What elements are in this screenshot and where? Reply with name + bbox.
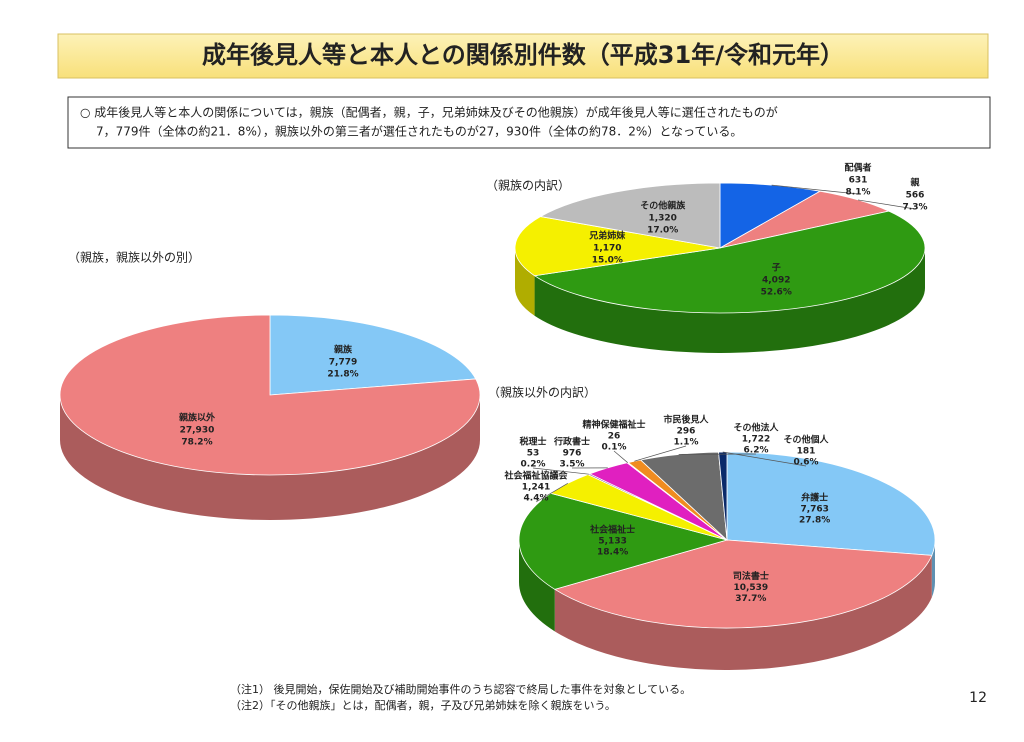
slice-label: その他法人 (733, 422, 779, 434)
slice-side (554, 555, 932, 670)
slice-label: 司法書士 (733, 570, 769, 582)
slice-value: 10,539 (733, 583, 768, 593)
note: （注1） 後見開始，保佐開始及び補助開始事件のうち認容で終局した事件を対象として… (230, 682, 691, 696)
slice-value: 1,241 (522, 483, 550, 493)
slice-percent: 0.6% (794, 458, 819, 468)
chart-title: （親族，親族以外の別） (68, 251, 200, 265)
slice-label: 市民後見人 (663, 414, 709, 426)
slice-label: 配偶者 (844, 162, 871, 174)
slice-side (534, 248, 925, 353)
slice-percent: 4.4% (524, 494, 549, 504)
slice-value: 1,170 (593, 243, 621, 253)
slice-percent: 18.4% (597, 547, 628, 557)
chart-title: （親族以外の内訳） (488, 385, 596, 400)
slice-percent: 8.1% (846, 188, 871, 198)
slice-percent: 52.6% (761, 287, 792, 297)
slice-label: 親族 (334, 343, 353, 355)
slice-label: その他個人 (783, 434, 829, 446)
slide-title: 成年後見人等と本人との関係別件数（平成31年/令和元年） (202, 41, 844, 69)
slice-label: 親 (910, 177, 919, 189)
slice (518, 492, 729, 590)
slice-value: 4,092 (762, 275, 790, 285)
leader-line (535, 483, 568, 503)
slice (726, 451, 936, 556)
slice-percent: 17.0% (647, 226, 678, 236)
note: （注2）「その他親族」とは，配偶者，親，子及び兄弟姉妹を除く親族をいう。 (230, 698, 616, 712)
summary-line: ○ 成年後見人等と本人の関係については，親族（配偶者，親，子，兄弟姉妹及びその他… (80, 105, 778, 120)
slice-label: その他親族 (640, 200, 686, 212)
slice-value: 181 (797, 447, 816, 457)
slice-side (519, 540, 555, 632)
slice-value: 296 (677, 427, 696, 437)
leader-line (771, 184, 859, 195)
slice-value: 27,930 (180, 426, 215, 436)
slice-label: 精神保健福祉士 (582, 419, 645, 431)
leader-line (634, 445, 687, 462)
slice-label: 行政書士 (553, 436, 590, 448)
page-number: 12 (969, 690, 987, 706)
slice-label: 社会福祉士 (589, 523, 635, 535)
slice (553, 539, 933, 629)
slice (514, 216, 721, 277)
slice-label: 親族以外 (179, 412, 215, 424)
slice-value: 1,320 (648, 214, 676, 224)
slice-percent: 78.2% (181, 438, 212, 448)
slice-percent: 7.3% (903, 203, 928, 213)
slice-percent: 27.8% (799, 515, 830, 525)
slice-label: 弁護士 (801, 491, 828, 503)
slice-value: 53 (527, 449, 540, 459)
leader-line (532, 467, 589, 475)
slice-percent: 0.1% (602, 443, 627, 453)
summary-line: 7，779件（全体の約21．8%），親族以外の第三者が選任されたものが27，93… (96, 124, 742, 139)
slice-value: 5,133 (598, 536, 626, 546)
slice (539, 182, 721, 249)
slice-value: 7,763 (800, 504, 828, 514)
leader-line (857, 199, 916, 210)
slice-percent: 21.8% (327, 369, 358, 379)
slice-percent: 0.2% (521, 460, 546, 470)
slice-side (60, 395, 480, 520)
leader-line (613, 450, 628, 463)
slice-label: 子 (772, 262, 781, 273)
slice-value: 1,722 (742, 435, 770, 445)
slice-percent: 15.0% (592, 255, 623, 265)
slice-side (515, 248, 535, 316)
slice-value: 631 (849, 176, 868, 186)
slice-value: 26 (608, 432, 621, 442)
slice (269, 314, 477, 396)
slice-value: 976 (563, 449, 582, 459)
slice-percent: 6.2% (744, 446, 769, 456)
title-banner (57, 33, 989, 79)
slice-label: 社会福祉協議会 (503, 470, 568, 482)
slice (533, 210, 926, 314)
slice (59, 314, 481, 476)
chart-title: （親族の内訳） (486, 178, 570, 193)
leader-line (722, 451, 807, 467)
slice-percent: 1.1% (674, 438, 699, 448)
slice-label: 兄弟姉妹 (588, 229, 626, 241)
slice-percent: 37.7% (735, 594, 766, 604)
slice (719, 182, 822, 249)
slice-value: 7,779 (329, 357, 357, 367)
summary-box (67, 96, 991, 149)
slice-value: 566 (906, 191, 925, 201)
slice-label: 税理士 (519, 436, 546, 448)
slice-percent: 3.5% (560, 460, 585, 470)
